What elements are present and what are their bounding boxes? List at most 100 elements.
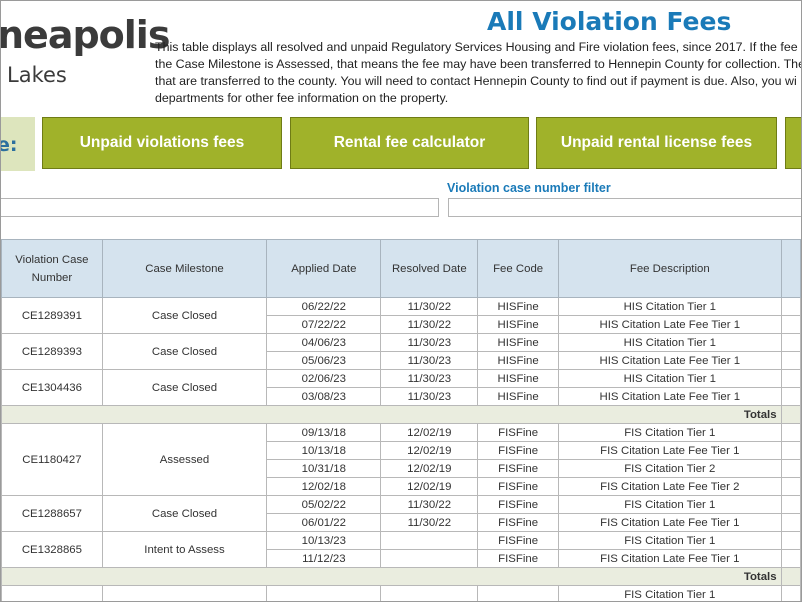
resolved-date-cell: 11/30/22: [380, 495, 479, 514]
case-number-cell: [1, 585, 103, 601]
fee-code-cell: HISFine: [477, 351, 560, 370]
fee-description-cell: FIS Citation Tier 1: [558, 531, 782, 550]
fee-code-cell: FISFine: [477, 513, 560, 532]
case-number-filter-label: Violation case number filter: [447, 181, 611, 195]
fee-description-cell: FIS Citation Late Fee Tier 1: [558, 441, 782, 460]
column-header-applied-date[interactable]: Applied Date: [266, 239, 382, 298]
applied-date-cell: 04/06/23: [266, 333, 382, 352]
fee-code-cell: FISFine: [477, 423, 560, 442]
applied-date-cell: 10/13/23: [266, 531, 382, 550]
fee-description-cell: HIS Citation Late Fee Tier 1: [558, 387, 782, 406]
case-milestone-cell: Assessed: [101, 423, 268, 496]
case-milestone-cell: Case Closed: [101, 369, 268, 406]
case-number-cell: CE1304436: [1, 369, 103, 406]
column-header-extra: [780, 239, 801, 298]
applied-date-cell: 03/08/23: [266, 387, 382, 406]
fee-description-cell: FIS Citation Tier 1: [558, 585, 782, 601]
extra-cell: [780, 585, 801, 601]
applied-date-cell: 09/13/18: [266, 423, 382, 442]
column-header-resolved-date[interactable]: Resolved Date: [380, 239, 479, 298]
case-milestone-cell: [101, 585, 268, 601]
resolved-date-cell: 11/30/23: [380, 369, 479, 388]
totals-row: Totals: [1, 567, 801, 586]
extra-cell: [780, 297, 801, 316]
extra-cell: [780, 423, 801, 442]
column-header-fee-description[interactable]: Fee Description: [558, 239, 782, 298]
fee-code-cell: HISFine: [477, 297, 560, 316]
case-milestone-cell: Case Closed: [101, 495, 268, 532]
case-number-cell: CE1328865: [1, 531, 103, 568]
resolved-date-cell: [380, 549, 479, 568]
nav-button-partial[interactable]: [785, 117, 801, 169]
column-header-milestone[interactable]: Case Milestone: [101, 239, 268, 298]
table-row: 10/13/18 12/02/19 FISFine FIS Citation Late…: [2, 441, 801, 460]
resolved-date-cell: 12/02/19: [380, 441, 479, 460]
column-header-case-number[interactable]: Violation Case Number: [1, 239, 103, 298]
applied-date-cell: 06/22/22: [266, 297, 382, 316]
fee-description-cell: FIS Citation Tier 1: [558, 495, 782, 514]
rental-fee-calculator-button[interactable]: Rental fee calculator: [290, 117, 529, 169]
fee-code-cell: FISFine: [477, 495, 560, 514]
table-row: CE1289391 Case Closed 06/22/22 11/30/22 HISF…: [1, 297, 801, 334]
fee-description-cell: FIS Citation Late Fee Tier 1: [558, 513, 782, 532]
case-number-cell: CE1289393: [1, 333, 103, 370]
applied-date-cell: 06/01/22: [266, 513, 382, 532]
column-header-fee-code[interactable]: Fee Code: [477, 239, 560, 298]
unpaid-violations-fees-button[interactable]: Unpaid violations fees: [42, 117, 282, 169]
resolved-date-cell: 11/30/23: [380, 387, 479, 406]
fee-code-cell: FISFine: [477, 549, 560, 568]
intro-text: This table displays all resolved and unp…: [155, 39, 802, 107]
fee-code-cell: HISFine: [477, 387, 560, 406]
fee-code-cell: HISFine: [477, 333, 560, 352]
table-row: CE1289393 Case Closed 04/06/23 11/30/23 HISF…: [1, 333, 801, 370]
resolved-date-cell: 12/02/19: [380, 477, 479, 496]
page-title: All Violation Fees: [487, 7, 732, 36]
unpaid-rental-license-fees-button[interactable]: Unpaid rental license fees: [536, 117, 777, 169]
totals-label: Totals: [1, 405, 782, 424]
resolved-date-cell: 11/30/22: [380, 513, 479, 532]
fee-code-cell: FISFine: [477, 531, 560, 550]
resolved-date-cell: 11/30/23: [380, 333, 479, 352]
table-row: 05/06/23 11/30/23 HISFine HIS Citation Late…: [2, 351, 801, 370]
fee-description-cell: FIS Citation Tier 1: [558, 423, 782, 442]
applied-date-cell: 05/02/22: [266, 495, 382, 514]
table-row: 12/02/18 12/02/19 FISFine FIS Citation Late…: [2, 477, 801, 496]
extra-cell: [780, 531, 801, 550]
table-row: CE1180427 Assessed 09/13/18 12/02/19 FISFine…: [1, 423, 801, 496]
totals-extra-cell: [780, 405, 801, 424]
nav-label: e:: [1, 134, 18, 156]
city-logo-subtitle: Lakes: [7, 63, 67, 87]
applied-date-cell: 10/13/18: [266, 441, 382, 460]
fee-description-cell: HIS Citation Late Fee Tier 1: [558, 351, 782, 370]
table-row: CE1304436 Case Closed 02/06/23 11/30/23 HISF…: [1, 369, 801, 406]
fee-description-cell: FIS Citation Late Fee Tier 2: [558, 477, 782, 496]
totals-extra-cell: [780, 567, 801, 586]
city-logo-title: neapolis: [0, 13, 170, 57]
case-number-cell: CE1180427: [1, 423, 103, 496]
resolved-date-cell: [380, 585, 479, 601]
applied-date-cell: 02/06/23: [266, 369, 382, 388]
totals-label: Totals: [1, 567, 782, 586]
fee-description-cell: HIS Citation Tier 1: [558, 297, 782, 316]
fee-description-cell: HIS Citation Tier 1: [558, 369, 782, 388]
applied-date-cell: 05/06/23: [266, 351, 382, 370]
fee-description-cell: HIS Citation Late Fee Tier 1: [558, 315, 782, 334]
case-milestone-cell: Case Closed: [101, 333, 268, 370]
intro-line: the Case Milestone is Assessed, that mea…: [155, 57, 802, 71]
table-row: CE1328865 Intent to Assess 10/13/23 FISFine…: [1, 531, 801, 568]
fee-description-cell: HIS Citation Tier 1: [558, 333, 782, 352]
extra-cell: [780, 495, 801, 514]
fee-code-cell: HISFine: [477, 315, 560, 334]
resolved-date-cell: 11/30/22: [380, 315, 479, 334]
resolved-date-cell: 11/30/22: [380, 297, 479, 316]
address-filter-input[interactable]: [1, 198, 439, 217]
table-header-row: Violation Case Number Case Milestone App…: [1, 239, 801, 298]
intro-line: departments for other fee information on…: [155, 91, 449, 105]
resolved-date-cell: 12/02/19: [380, 423, 479, 442]
case-number-filter-input[interactable]: [448, 198, 801, 217]
extra-cell: [780, 477, 801, 496]
extra-cell: [780, 351, 801, 370]
extra-cell: [780, 315, 801, 334]
fee-code-cell: HISFine: [477, 369, 560, 388]
violation-fees-table: Violation Case Number Case Milestone App…: [1, 239, 801, 601]
